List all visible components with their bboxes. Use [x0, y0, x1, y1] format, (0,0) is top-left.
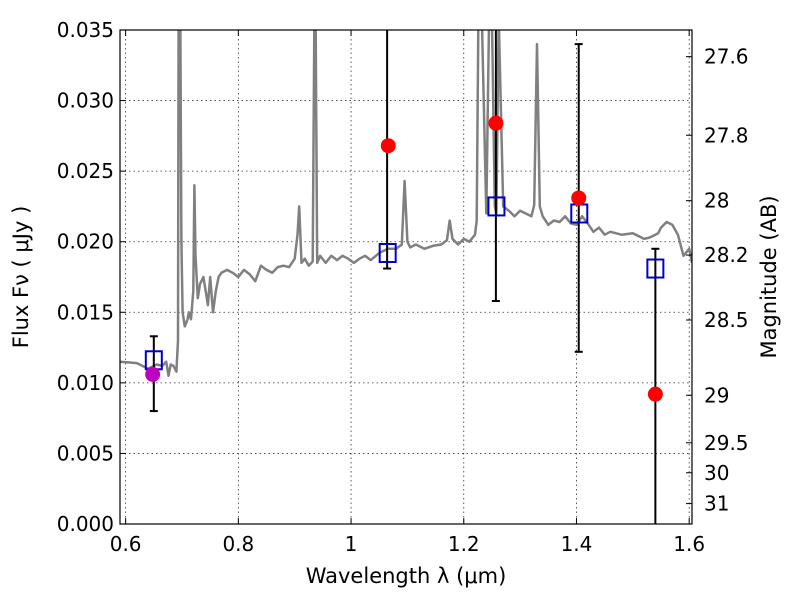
y2-tick-label: 30	[704, 461, 729, 485]
y-tick-label: 0.030	[57, 89, 114, 113]
plot-frame	[119, 29, 693, 525]
plot-background	[120, 30, 692, 524]
y-tick-label: 0.025	[57, 159, 114, 183]
y-tick-label: 0.005	[57, 441, 114, 465]
spectrum-line	[120, 30, 692, 378]
x-tick-label: 1.2	[448, 532, 480, 556]
observed-point	[145, 366, 161, 382]
observed-point	[647, 386, 663, 402]
observed-point	[380, 138, 396, 154]
y-tick-label: 0.035	[57, 18, 114, 42]
observed-point	[488, 115, 504, 131]
x-tick-label: 1.6	[673, 532, 705, 556]
x-tick-label: 1	[345, 532, 358, 556]
plot-area	[120, 30, 692, 524]
y2-tick-label: 28.2	[704, 243, 749, 267]
y2-tick-label: 28.5	[704, 308, 749, 332]
model-square	[487, 196, 506, 217]
y2-tick-label: 28	[704, 189, 729, 213]
x-tick-label: 1.4	[561, 532, 593, 556]
model-square	[378, 243, 397, 264]
y2-axis-label: Magnitude (AB)	[757, 195, 781, 358]
axes: 0.6 0.8 1 1.2 1.4 1.6 0.000 0.005 0.010 0.015 0.02…	[57, 18, 749, 556]
y2-tick-label: 27.8	[704, 123, 749, 147]
y-tick-label: 0.010	[57, 371, 114, 395]
model-square	[646, 258, 665, 279]
x-tick-label: 0.8	[222, 532, 254, 556]
y-tick-label: 0.000	[57, 512, 114, 536]
y2-tick-label: 29.5	[704, 431, 749, 455]
observed-point	[571, 190, 587, 206]
y-axis-label: Flux Fν ( μJy )	[9, 206, 33, 349]
y2-tick-label: 29	[704, 383, 729, 407]
x-tick-label: 0.6	[110, 532, 142, 556]
y-tick-label: 0.015	[57, 300, 114, 324]
y-tick-label: 0.020	[57, 230, 114, 254]
x-axis-label: Wavelength λ (μm)	[306, 564, 507, 588]
y2-tick-label: 31	[704, 492, 729, 516]
y2-tick-label: 27.6	[704, 45, 749, 69]
